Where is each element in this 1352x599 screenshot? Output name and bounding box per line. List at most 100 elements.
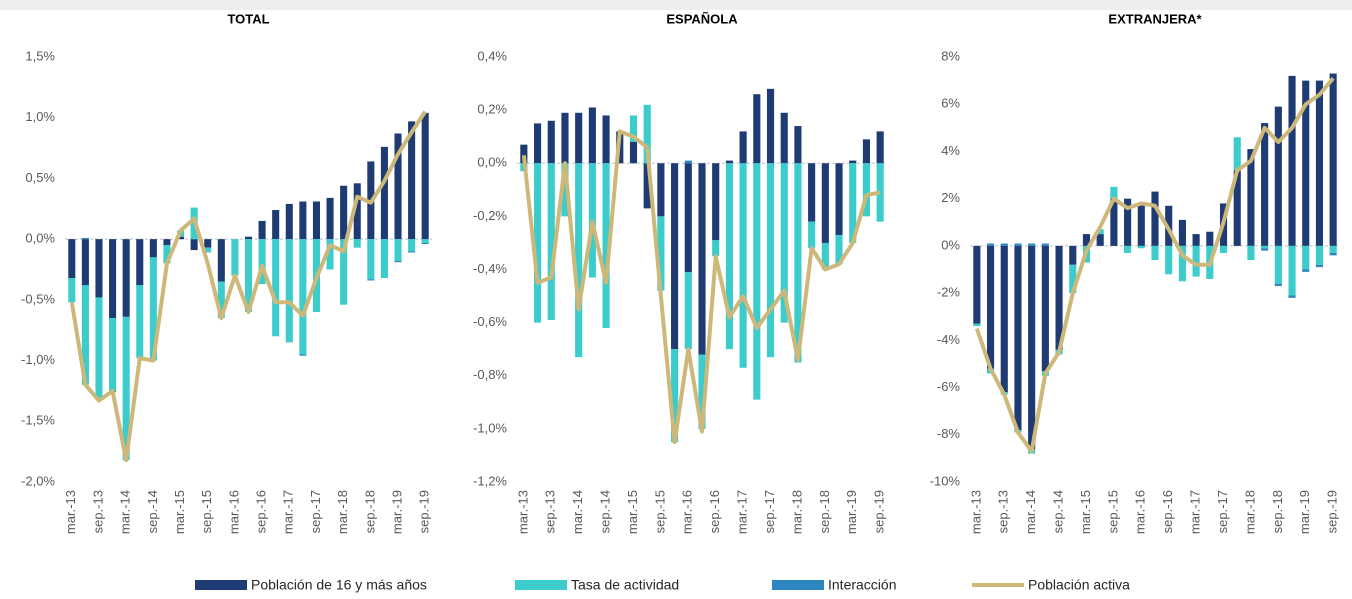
x-tick-label: mar.-15 bbox=[1078, 490, 1093, 534]
panel-title: TOTAL bbox=[227, 11, 269, 26]
bar-segment bbox=[849, 163, 857, 243]
bar-segment bbox=[109, 239, 117, 319]
bar-segment bbox=[698, 163, 706, 355]
bar-segment bbox=[408, 121, 416, 240]
bar-segment bbox=[780, 163, 788, 323]
x-tick-label: mar.-13 bbox=[515, 490, 530, 534]
bar-segment bbox=[753, 163, 761, 400]
x-tick-label: sep.-13 bbox=[90, 490, 105, 533]
bar-segment bbox=[367, 239, 375, 280]
bar-segment bbox=[217, 281, 225, 319]
bar-segment bbox=[68, 278, 76, 303]
x-tick-label: sep.-19 bbox=[1325, 490, 1340, 533]
x-tick-label: sep.-17 bbox=[762, 490, 777, 533]
bar-segment bbox=[122, 239, 130, 317]
x-tick-label: mar.-19 bbox=[844, 490, 859, 534]
y-tick-label: -0,8% bbox=[473, 367, 507, 382]
bar-segment bbox=[602, 163, 610, 328]
bar-segment bbox=[794, 126, 802, 164]
bar-segment bbox=[629, 142, 638, 164]
x-tick-label: mar.-17 bbox=[1188, 490, 1203, 534]
x-tick-label: sep.-18 bbox=[362, 490, 377, 533]
bar-segment bbox=[766, 88, 775, 164]
bar-segment bbox=[739, 163, 747, 368]
bar-segment bbox=[1069, 264, 1077, 294]
bar-segment bbox=[1178, 245, 1186, 282]
bar-segment bbox=[1110, 198, 1118, 246]
bar-segment bbox=[643, 104, 651, 164]
y-tick-label: -4% bbox=[937, 332, 961, 347]
y-tick-label: -1,2% bbox=[473, 473, 507, 488]
bar-segment bbox=[753, 94, 761, 164]
bar-segment bbox=[1274, 245, 1282, 284]
bar-segment bbox=[1233, 170, 1241, 246]
bar-segment bbox=[1151, 191, 1159, 246]
bar-segment bbox=[1261, 245, 1269, 249]
bar-segment bbox=[657, 216, 665, 291]
bar-segment bbox=[81, 237, 89, 240]
x-tick-label: mar.-18 bbox=[789, 490, 804, 534]
bar-segment bbox=[231, 239, 239, 276]
bar-segment bbox=[1110, 186, 1118, 199]
bar-segment bbox=[177, 236, 185, 240]
bar-segment bbox=[1274, 106, 1282, 246]
bar-segment bbox=[876, 163, 884, 222]
y-tick-label: -1,0% bbox=[21, 352, 55, 367]
bar-segment bbox=[629, 115, 638, 142]
x-tick-label: sep.-15 bbox=[1105, 490, 1120, 533]
bar-segment bbox=[808, 163, 816, 222]
bar-segment bbox=[671, 349, 679, 443]
bar-segment bbox=[340, 239, 348, 305]
x-tick-label: sep.-15 bbox=[652, 490, 667, 533]
legend-swatch bbox=[195, 580, 247, 590]
x-tick-label: mar.-18 bbox=[335, 490, 350, 534]
bar-segment bbox=[1041, 245, 1049, 372]
bar-segment bbox=[712, 240, 720, 257]
x-tick-label: sep.-17 bbox=[1215, 490, 1230, 533]
bar-segment bbox=[122, 316, 130, 461]
bar-segment bbox=[421, 242, 429, 244]
bar-segment bbox=[684, 163, 692, 273]
x-tick-label: mar.-14 bbox=[570, 490, 585, 534]
y-tick-label: -2,0% bbox=[21, 473, 55, 488]
bar-segment bbox=[258, 220, 266, 240]
x-tick-label: sep.-18 bbox=[817, 490, 832, 533]
bar-segment bbox=[326, 239, 334, 270]
y-tick-label: -0,4% bbox=[473, 261, 507, 276]
bar-segment bbox=[163, 239, 171, 246]
x-tick-label: sep.-15 bbox=[199, 490, 214, 533]
panel-title: ESPAÑOLA bbox=[666, 11, 738, 26]
x-tick-label: sep.-13 bbox=[543, 490, 558, 533]
bar-segment bbox=[725, 163, 733, 350]
y-tick-label: 1,5% bbox=[25, 48, 55, 63]
bar-segment bbox=[1137, 203, 1145, 246]
bar-segment bbox=[1288, 75, 1296, 246]
bar-segment bbox=[408, 251, 416, 253]
bar-segment bbox=[575, 163, 583, 358]
bar-segment bbox=[394, 261, 402, 263]
bar-segment bbox=[1247, 245, 1255, 261]
bar-segment bbox=[1028, 245, 1036, 449]
bar-segment bbox=[1000, 245, 1008, 393]
bar-segment bbox=[408, 239, 416, 252]
x-tick-label: sep.-17 bbox=[308, 490, 323, 533]
bar-segment bbox=[588, 107, 596, 164]
y-tick-label: -0,5% bbox=[21, 291, 55, 306]
bar-segment bbox=[533, 123, 542, 164]
line bbox=[521, 129, 881, 445]
bar-segment bbox=[149, 239, 157, 258]
bar-segment bbox=[602, 115, 610, 164]
bar-segment bbox=[739, 131, 747, 164]
bar-segment bbox=[109, 318, 117, 391]
y-tick-label: 4% bbox=[941, 143, 960, 158]
bar-segment bbox=[1178, 219, 1186, 246]
bar-segment bbox=[849, 160, 857, 164]
bar-segment bbox=[547, 120, 555, 164]
bar-segment bbox=[1219, 245, 1228, 253]
bar-segment bbox=[1302, 80, 1310, 246]
x-tick-label: sep.-14 bbox=[1051, 490, 1066, 533]
bar-segment bbox=[149, 257, 157, 361]
y-tick-label: 0% bbox=[941, 237, 960, 252]
bar-segment bbox=[1096, 229, 1104, 235]
